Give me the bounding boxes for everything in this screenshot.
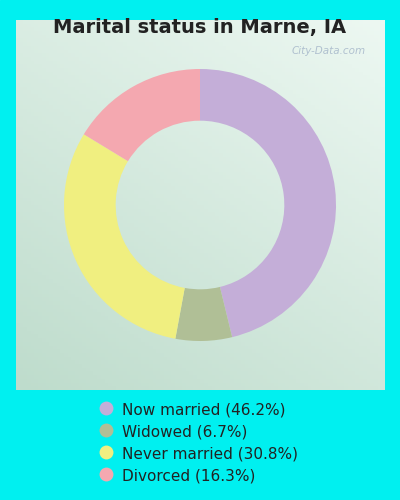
Wedge shape (200, 69, 336, 337)
Legend: Now married (46.2%), Widowed (6.7%), Never married (30.8%), Divorced (16.3%): Now married (46.2%), Widowed (6.7%), Nev… (94, 394, 306, 491)
Wedge shape (175, 287, 232, 341)
Wedge shape (64, 134, 185, 338)
Text: Marital status in Marne, IA: Marital status in Marne, IA (54, 18, 346, 36)
Wedge shape (84, 69, 200, 161)
Text: City-Data.com: City-Data.com (292, 46, 366, 56)
